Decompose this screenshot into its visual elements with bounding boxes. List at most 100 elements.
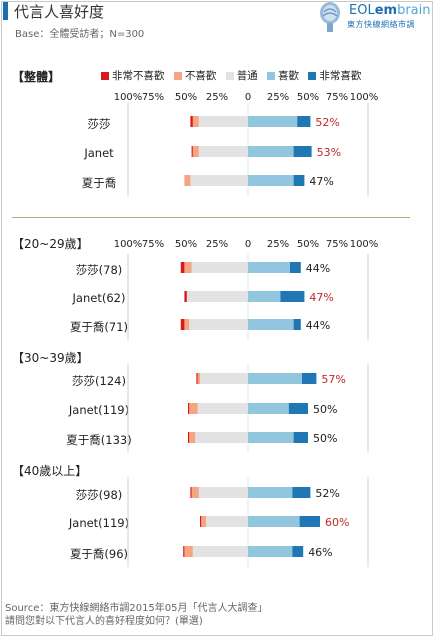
bar-segment-dislike [189,432,196,443]
bar-segment-like [248,546,293,557]
axis-tick-label: 50% [297,239,319,250]
total-like-label: 52% [315,116,339,129]
logo-subtitle: 東方快線網絡市調 [347,20,415,29]
axis-tick-label: 0 [245,239,251,250]
bar-segment-very-dislike [190,116,193,127]
legend-item-very-like: 非常喜歡 [308,68,361,83]
row-label: 莎莎(124) [72,374,126,388]
bar-segment-very-dislike [184,291,187,302]
page-title: 代言人喜好度 [14,3,105,21]
row-label: 夏于喬(71) [69,320,129,334]
group-label-30-39: 【30~39歲】 [12,351,89,365]
bar-segment-dislike [192,116,199,127]
total-like-label: 57% [321,373,345,386]
bar-segment-like [248,516,300,527]
bar-segment-very-dislike [190,487,192,498]
bar-segment-very-dislike [191,146,193,157]
row-label: Janet(119) [68,403,130,417]
brand-logo: EOLembrain 東方快線網絡市調 [315,0,431,40]
legend-swatch [308,72,317,80]
source-line: Source：東方快線網絡市調2015年05月「代言人大調查」 [5,603,268,614]
legend-label: 不喜歡 [184,70,217,82]
bar-segment-like [248,291,281,302]
axis-tick-label: 0 [245,92,251,103]
bar-segment-like [248,432,294,443]
bar-segment-very-like [299,516,320,527]
base-note: Base：全體受訪者；N=300 [15,29,145,40]
bar-segment-like [248,487,293,498]
bar-segment-very-like [288,403,308,414]
logo-word-suffix: brain [397,3,431,18]
bar-segment-very-dislike [183,546,185,557]
axis-tick-label: 25% [267,92,289,103]
total-like-label: 60% [325,516,349,529]
total-like-label: 52% [315,487,339,500]
axis-tick-label: 50% [297,92,319,103]
axis-tick-label: 75% [142,92,164,103]
bar-segment-neutral [198,487,248,498]
legend-swatch [225,72,234,80]
bar-segment-neutral [200,373,248,384]
axis-tick-label: 75% [326,92,348,103]
bar-segment-neutral [190,175,248,186]
axis-tick-label: 25% [206,239,228,250]
bar-segment-dislike [192,146,199,157]
total-like-label: 47% [309,175,333,188]
logo-word-em: em [374,3,398,18]
group-label-20-29: 【20~29歲】 [12,237,89,251]
total-like-label: 50% [313,432,337,445]
group-label-40-plus: 【40歲以上】 [12,464,88,478]
group-label-overall: 【整體】 [12,70,61,84]
axis-tick-label: 100% [350,239,379,250]
bar-segment-very-like [297,116,311,127]
legend-swatch [173,72,182,80]
bar-segment-very-like [290,262,301,273]
bar-segment-very-like [292,546,304,557]
axis-tick-label: 75% [326,239,348,250]
axis-tick-label: 75% [142,239,164,250]
bar-segment-like [248,319,294,330]
row-label: 莎莎 [87,117,111,131]
row-label: 夏于喬 [81,176,117,190]
axis-tick-label: 100% [114,92,143,103]
bar-segment-neutral [186,291,248,302]
bar-segment-dislike [201,516,206,527]
bar-segment-very-like [293,319,301,330]
bar-segment-very-dislike [180,262,185,273]
axis-tick-label: 100% [350,92,379,103]
bar-segment-neutral [195,432,248,443]
axis-tick-label: 50% [175,92,197,103]
total-like-label: 44% [306,262,330,275]
title-accent-bar [3,2,8,20]
bar-segment-very-like [302,373,317,384]
bar-segment-very-like [280,291,305,302]
total-like-label: 47% [309,291,333,304]
section-divider [12,217,410,218]
source-note: Source：東方快線網絡市調2015年05月「代言人大調查」 請問您對以下代言… [5,602,268,628]
total-like-label: 46% [308,546,332,559]
bar-segment-dislike [184,262,192,273]
legend-label: 普通 [236,70,258,82]
total-like-label: 50% [313,403,337,416]
bar-segment-neutral [192,546,248,557]
chart-legend: 非常不喜歡 不喜歡 普通 喜歡 非常喜歡 [101,68,367,82]
bar-segment-very-like [293,146,312,157]
bar-segment-dislike [197,373,200,384]
bar-segment-like [248,373,302,384]
axis-tick-label: 50% [175,239,197,250]
bar-segment-dislike [184,175,191,186]
bar-segment-very-dislike [200,516,202,527]
bar-segment-like [248,403,289,414]
axis-tick-label: 25% [206,92,228,103]
bar-segment-very-like [292,487,311,498]
bar-segment-dislike [191,487,199,498]
brain-logo-icon [320,2,340,32]
row-label: 莎莎(78) [75,263,123,277]
question-line: 請問您對以下代言人的喜好程度如何？(單選) [5,616,203,627]
bar-segment-like [248,116,298,127]
legend-item-neutral: 普通 [225,68,258,83]
bar-segment-dislike [184,546,193,557]
row-label: 夏于喬(96) [69,547,129,561]
bar-segment-like [248,146,294,157]
